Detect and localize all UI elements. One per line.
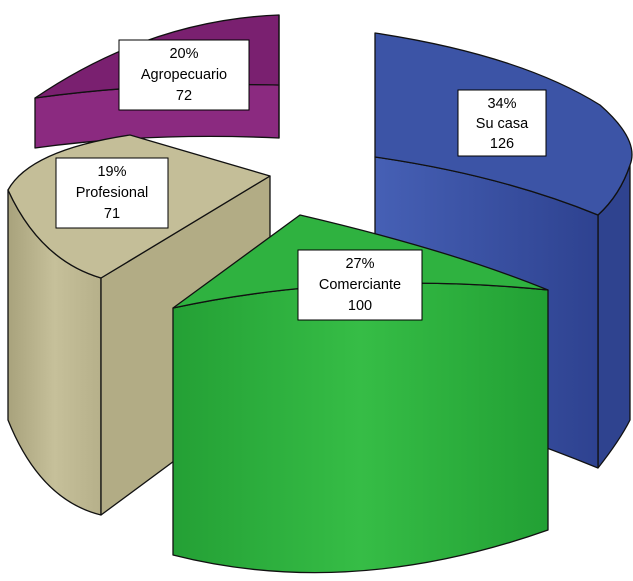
- label-agropecuario-category: Agropecuario: [141, 67, 227, 83]
- label-profesional-count: 71: [104, 206, 120, 222]
- label-profesional-category: Profesional: [76, 185, 149, 201]
- label-su-casa-count: 126: [490, 136, 514, 152]
- label-su-casa-category: Su casa: [476, 116, 529, 132]
- label-comerciante: 27% Comerciante 100: [297, 249, 423, 321]
- label-agropecuario: 20% Agropecuario 72: [118, 39, 250, 111]
- label-su-casa-percent: 34%: [487, 96, 516, 112]
- label-comerciante-percent: 27%: [345, 256, 374, 272]
- label-agropecuario-percent: 20%: [169, 46, 198, 62]
- label-comerciante-count: 100: [348, 298, 372, 314]
- label-profesional: 19% Profesional 71: [55, 157, 169, 229]
- label-profesional-percent: 19%: [97, 164, 126, 180]
- label-comerciante-category: Comerciante: [319, 277, 401, 293]
- slice-comerciante-side: [172, 282, 549, 574]
- label-agropecuario-count: 72: [176, 88, 192, 104]
- label-su-casa: 34% Su casa 126: [457, 89, 547, 157]
